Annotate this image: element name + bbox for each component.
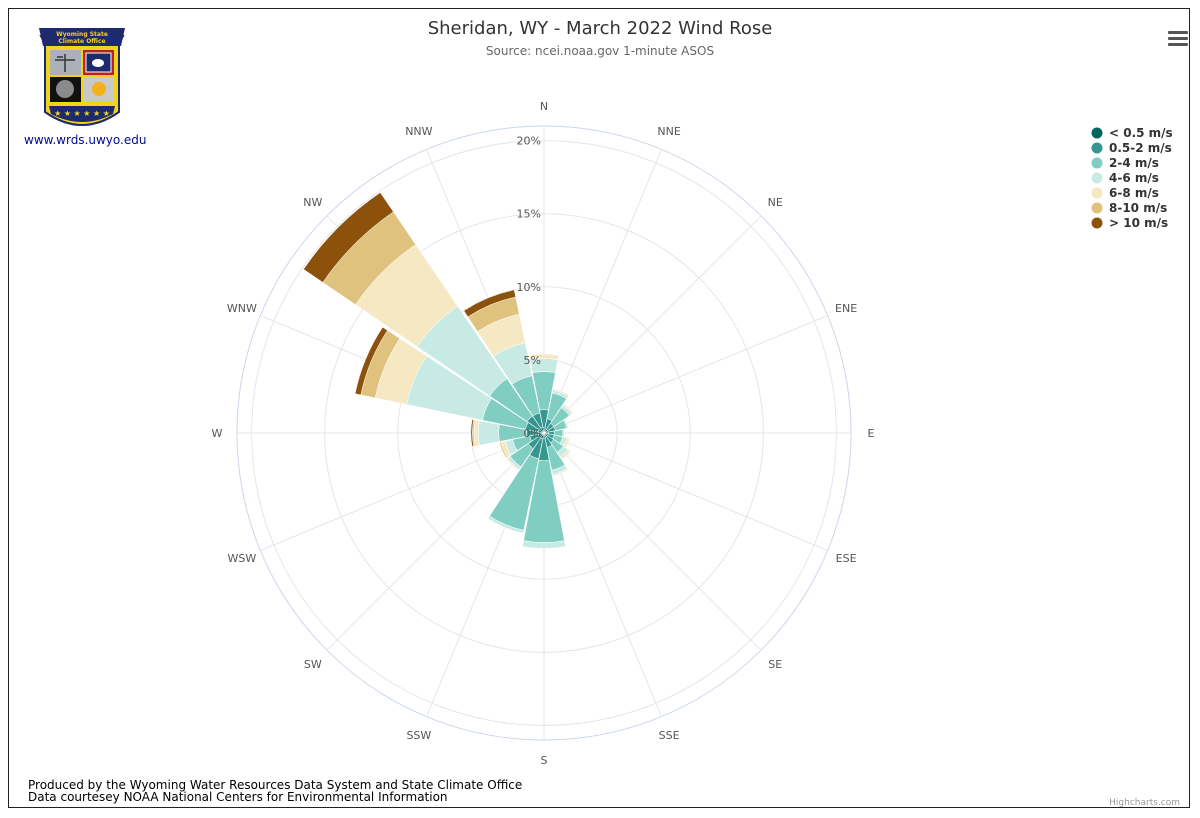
direction-spoke — [543, 149, 662, 434]
direction-label: SW — [304, 658, 322, 671]
legend-marker[interactable] — [1091, 157, 1103, 169]
wind-rose-segment[interactable] — [477, 420, 500, 446]
direction-spoke — [543, 432, 762, 651]
legend-marker[interactable] — [1091, 217, 1103, 229]
wind-rose-segment[interactable] — [487, 515, 525, 534]
direction-label: SSE — [659, 729, 680, 742]
wind-rose-bars — [303, 192, 574, 549]
direction-spoke — [543, 432, 662, 717]
radial-tick-label: 5% — [524, 354, 541, 367]
wind-rose-segment[interactable] — [470, 419, 474, 447]
direction-label: NW — [303, 196, 322, 209]
radial-tick-label: 0% — [524, 427, 541, 440]
legend-item-label[interactable]: 4-6 m/s — [1109, 171, 1159, 185]
footer-data-courtesy: Data courtesey NOAA National Centers for… — [28, 790, 448, 804]
legend-item-label[interactable]: 0.5-2 m/s — [1109, 141, 1172, 155]
wind-rose-segment[interactable] — [562, 428, 565, 438]
weathervane-icon — [55, 54, 75, 72]
legend-marker[interactable] — [1091, 172, 1103, 184]
direction-label: WNW — [227, 302, 257, 315]
wind-rose-segment[interactable] — [303, 192, 394, 283]
website-link[interactable]: www.wrds.uwyo.edu — [24, 133, 147, 147]
direction-label: ENE — [835, 302, 857, 315]
legend-item-label[interactable]: 6-8 m/s — [1109, 186, 1159, 200]
legend: < 0.5 m/s0.5-2 m/s2-4 m/s4-6 m/s6-8 m/s8… — [1091, 126, 1173, 230]
logo-banner-line1: Wyoming State — [56, 31, 108, 38]
wind-rose-segment[interactable] — [562, 403, 574, 415]
wind-rose-segment[interactable] — [552, 468, 569, 477]
direction-spoke — [326, 432, 545, 651]
direction-label: S — [541, 754, 548, 767]
legend-marker[interactable] — [1091, 127, 1103, 139]
legend-marker[interactable] — [1091, 187, 1103, 199]
legend-marker[interactable] — [1091, 142, 1103, 154]
logo-star-band — [49, 106, 115, 122]
direction-label: SE — [768, 658, 782, 671]
radial-tick-label: 10% — [517, 281, 541, 294]
direction-label: N — [540, 100, 548, 113]
axis-labels: N NNE NE ENE E ESE SE SSE S SSW SW WSW W WNW NW NNW 0% 5%… — [212, 100, 875, 767]
wind-rose-segment[interactable] — [463, 289, 517, 318]
sun-icon — [92, 82, 106, 96]
wind-rose-segment[interactable] — [552, 388, 570, 397]
wind-rose-segment[interactable] — [522, 540, 566, 549]
direction-label: NNE — [657, 125, 680, 138]
chart-subtitle: Source: ncei.noaa.gov 1-minute ASOS — [486, 44, 714, 58]
logo-banner — [39, 28, 125, 46]
radial-tick-label: 20% — [517, 135, 541, 148]
logo-banner-line2: Climate Office — [58, 38, 105, 45]
direction-label: WSW — [228, 552, 257, 565]
wind-rose-segment[interactable] — [506, 457, 520, 471]
direction-spoke — [543, 215, 762, 434]
footer-produced-by: Produced by the Wyoming Water Resources … — [28, 778, 523, 792]
wind-rose-segment[interactable] — [499, 441, 508, 459]
legend-item-label[interactable]: 2-4 m/s — [1109, 156, 1159, 170]
wind-rose-segment[interactable] — [563, 419, 569, 429]
direction-spoke — [543, 432, 828, 551]
direction-label: NE — [768, 196, 783, 209]
moon-icon — [56, 80, 74, 98]
direction-label: SSW — [406, 729, 431, 742]
wind-rose-segment[interactable] — [528, 353, 560, 361]
highcharts-credit[interactable]: Highcharts.com — [1109, 798, 1180, 807]
chart-title: Sheridan, WY - March 2022 Wind Rose — [428, 18, 773, 39]
wind-rose-segment[interactable] — [563, 437, 571, 448]
wind-rose-segment[interactable] — [354, 326, 388, 396]
direction-label: W — [212, 427, 223, 440]
legend-marker[interactable] — [1091, 202, 1103, 214]
direction-spoke — [543, 315, 828, 434]
climate-office-logo: Wyoming State Climate Office ★ ★ ★ ★ ★ ★ — [39, 28, 125, 126]
direction-label: E — [868, 427, 875, 440]
bison-icon — [92, 59, 104, 67]
wind-rose-segment[interactable] — [560, 449, 571, 460]
stars-icon: ★ ★ ★ ★ ★ ★ — [54, 109, 110, 118]
legend-item-label[interactable]: > 10 m/s — [1109, 216, 1168, 230]
hamburger-menu-icon[interactable] — [1168, 31, 1188, 49]
wind-rose-chart: N NNE NE ENE E ESE SE SSE S SSW SW WSW W WNW NW NNW 0% 5%… — [212, 18, 1180, 807]
radial-tick-label: 15% — [517, 208, 541, 221]
direction-label: ESE — [836, 552, 857, 565]
direction-label: NNW — [405, 125, 432, 138]
direction-spoke — [260, 432, 545, 551]
legend-item-label[interactable]: 8-10 m/s — [1109, 201, 1167, 215]
chart-frame: N NNE NE ENE E ESE SE SSE S SSW SW WSW W WNW NW NNW 0% 5%… — [8, 8, 1190, 808]
legend-item-label[interactable]: < 0.5 m/s — [1109, 126, 1173, 140]
